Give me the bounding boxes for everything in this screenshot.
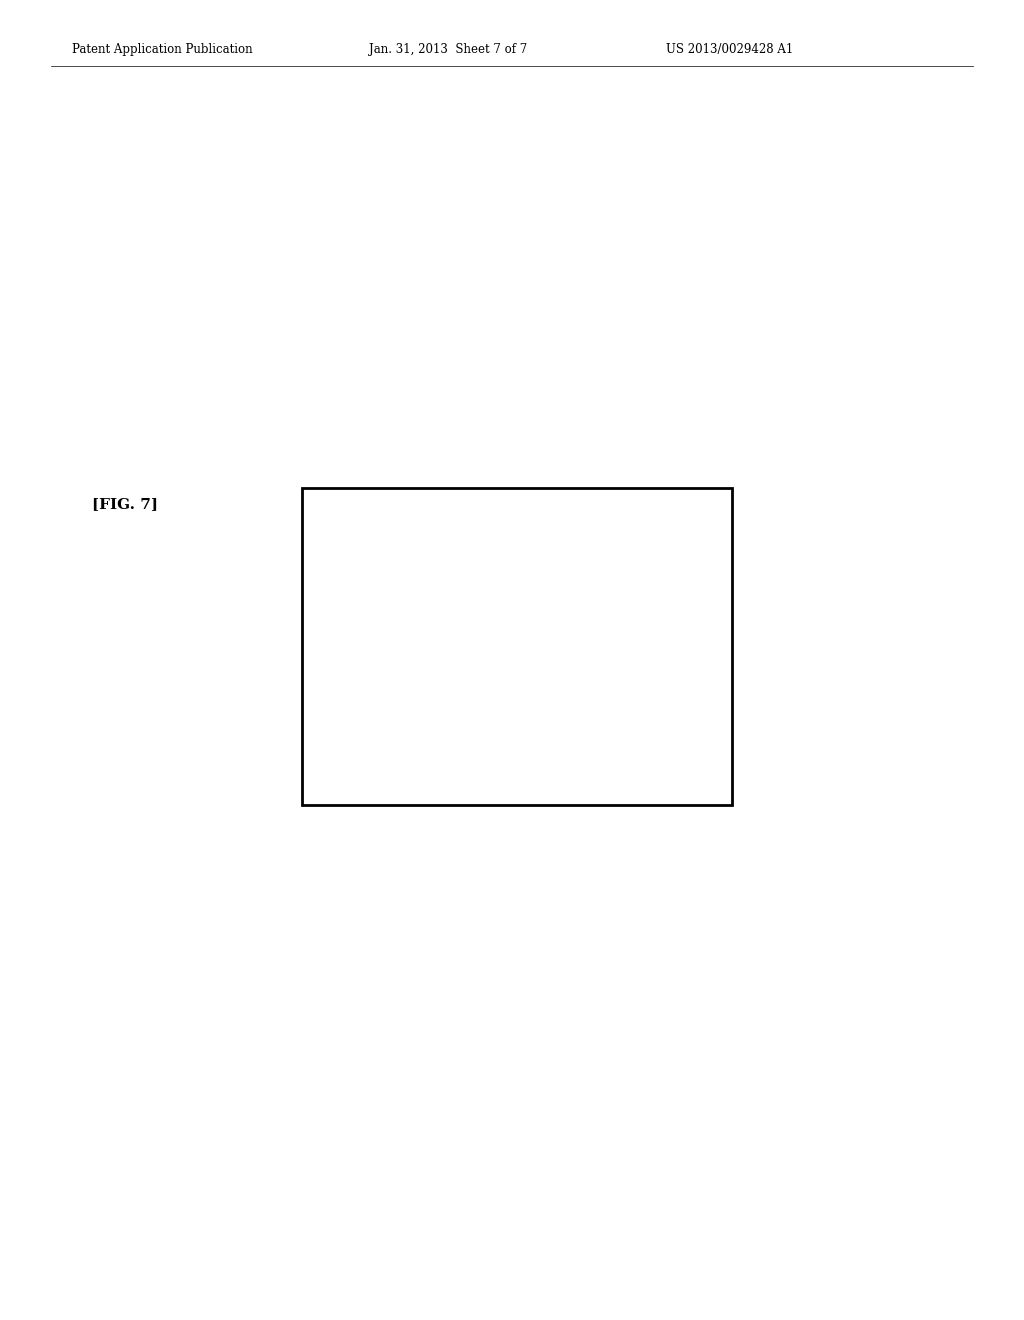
Y-axis label: relative fluorescence: relative fluorescence (343, 599, 353, 701)
Text: Jan. 31, 2013  Sheet 7 of 7: Jan. 31, 2013 Sheet 7 of 7 (369, 42, 527, 55)
Text: [FIG. 7]: [FIG. 7] (92, 498, 158, 511)
Text: Patent Application Publication: Patent Application Publication (72, 42, 252, 55)
Text: US 2013/0029428 A1: US 2013/0029428 A1 (666, 42, 793, 55)
X-axis label: C-reactive protein (mg/ml): C-reactive protein (mg/ml) (470, 789, 600, 799)
